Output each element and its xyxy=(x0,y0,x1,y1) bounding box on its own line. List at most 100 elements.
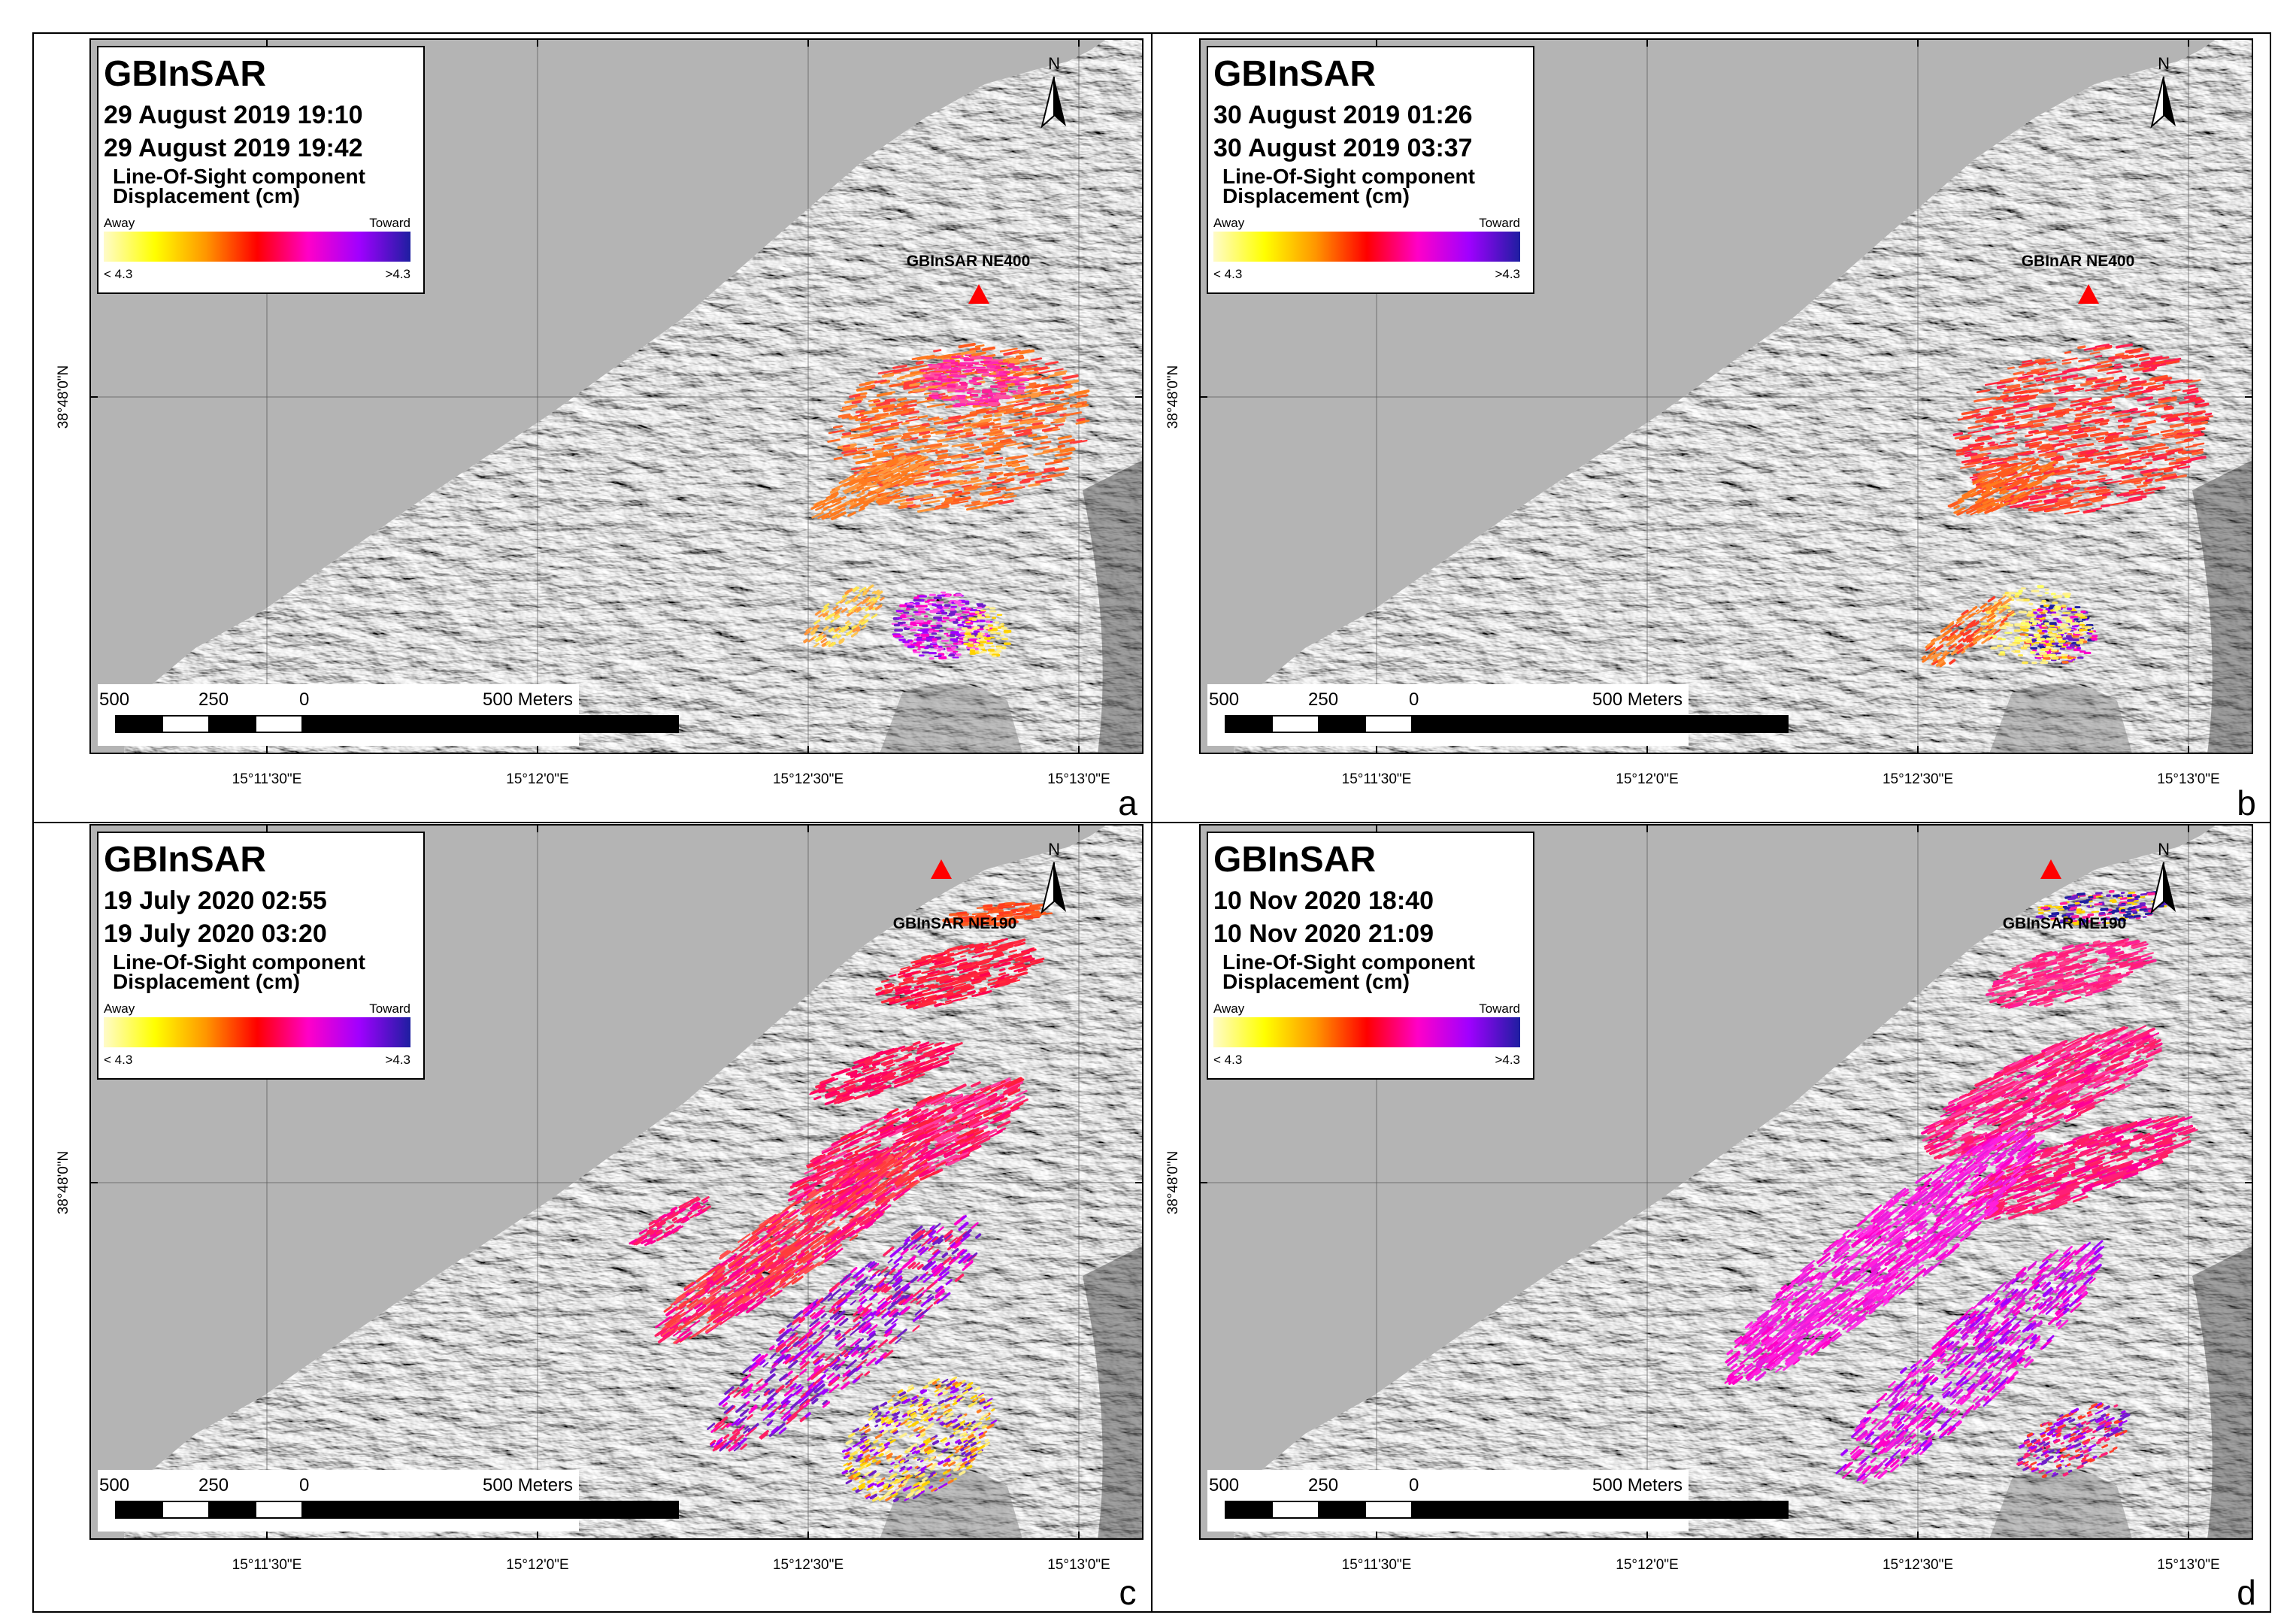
map-panel-a: 15°11'30"E 15°12'0"E 15°12'30"E 15°13'0"E 38… xyxy=(32,32,1153,823)
displacement-cluster xyxy=(942,901,1053,927)
legend-toward-label: Toward xyxy=(1479,1001,1520,1016)
land-hillshade xyxy=(124,825,1143,1539)
station-label: GBInAR NE400 xyxy=(2022,253,2135,270)
scale-label: 250 xyxy=(198,1475,229,1495)
scale-label: 250 xyxy=(1308,689,1338,710)
displacement-cluster xyxy=(1947,457,2056,516)
displacement-cluster xyxy=(1921,1025,2163,1160)
panel-letter: c xyxy=(1119,1573,1137,1612)
displacement-points xyxy=(1921,343,2213,668)
scale-label: 500 Meters xyxy=(1592,689,1683,710)
station-label: GBInSAR NE190 xyxy=(893,915,1017,932)
x-tick-label: 15°12'0"E xyxy=(1616,1557,1678,1573)
legend-toward-label: Toward xyxy=(369,1001,410,1016)
scale-label: 250 xyxy=(198,689,229,710)
north-arrow-icon: N xyxy=(1040,54,1066,129)
displacement-cluster xyxy=(707,1215,982,1452)
x-tick-label: 15°11'30"E xyxy=(1342,1557,1412,1573)
scale-label: 0 xyxy=(299,1475,309,1495)
displacement-cluster xyxy=(1724,1129,2045,1386)
color-ramp xyxy=(104,232,410,262)
land-hillshade xyxy=(1234,39,2252,753)
legend-away-label: Away xyxy=(1213,216,1245,230)
displacement-cluster xyxy=(810,454,934,521)
x-tick-label: 15°12'30"E xyxy=(773,1557,844,1573)
legend-away-label: Away xyxy=(104,216,135,230)
gbinsar-station-icon xyxy=(2078,284,2099,304)
legend-away-label: Away xyxy=(104,1001,135,1016)
gbinsar-station-icon xyxy=(968,284,989,304)
scale-bar: 500 250 0 500 Meters xyxy=(1207,1470,1789,1532)
displacement-cluster xyxy=(1985,938,2157,1009)
crater-shadow xyxy=(1989,683,2132,753)
north-label: N xyxy=(1048,840,1060,859)
displacement-cluster xyxy=(961,606,1012,658)
y-tick-label: 38°48'0"N xyxy=(1165,365,1181,429)
color-ramp xyxy=(1213,232,1520,262)
map-area: 15°11'30"E 15°12'0"E 15°12'30"E 15°13'0"E 38… xyxy=(56,38,1143,787)
legend-away-label: Away xyxy=(1213,1001,1245,1016)
x-tick-label: 15°11'30"E xyxy=(1342,771,1412,787)
y-tick-label: 38°48'0"N xyxy=(56,1151,71,1215)
legend-min-label: < 4.3 xyxy=(1213,1053,1242,1067)
legend-min-label: < 4.3 xyxy=(104,1053,132,1067)
x-tick-label: 15°13'0"E xyxy=(2157,1557,2219,1573)
scale-label: 0 xyxy=(1409,689,1419,710)
north-label: N xyxy=(2158,840,2170,859)
gbinsar-station-icon xyxy=(2040,859,2061,879)
scale-label: 500 xyxy=(1209,1475,1239,1495)
ridge-shadow xyxy=(2192,1246,2252,1539)
legend-max-label: >4.3 xyxy=(1495,267,1520,281)
x-tick-label: 15°12'0"E xyxy=(506,1557,568,1573)
legend-title: GBInSAR xyxy=(104,840,266,880)
station-label: GBInSAR NE400 xyxy=(907,253,1031,270)
displacement-cluster xyxy=(875,938,1045,1010)
scale-label: 500 xyxy=(1209,689,1239,710)
scale-label: 500 Meters xyxy=(483,1475,573,1495)
scale-label: 500 Meters xyxy=(483,689,573,710)
y-tick-label: 38°48'0"N xyxy=(56,365,71,429)
displacement-cluster xyxy=(841,1376,998,1503)
scale-bar: 500 250 0 500 Meters xyxy=(98,1470,679,1532)
legend-date-start: 19 July 2020 02:55 xyxy=(104,886,327,915)
scale-label: 250 xyxy=(1308,1475,1338,1495)
x-tick-label: 15°13'0"E xyxy=(1047,771,1110,787)
crater-shadow xyxy=(880,683,1022,753)
scale-label: 0 xyxy=(1409,1475,1419,1495)
panel-letter: b xyxy=(2237,783,2256,823)
legend-component: Line-Of-Sight component xyxy=(113,165,365,188)
displacement-cluster xyxy=(1980,585,2093,665)
x-tick-label: 15°13'0"E xyxy=(1047,1557,1110,1573)
legend-max-label: >4.3 xyxy=(385,267,410,281)
legend-box: GBInSAR 19 July 2020 02:55 19 July 2020 03… xyxy=(97,832,425,1080)
legend-units: Displacement (cm) xyxy=(113,970,300,993)
color-ramp xyxy=(104,1017,410,1047)
station-label: GBInSAR NE190 xyxy=(2003,915,2127,932)
panel-letter: a xyxy=(1118,783,1137,823)
scale-label: 500 xyxy=(99,689,129,710)
scale-bar: 500 250 0 500 Meters xyxy=(1207,684,1789,746)
legend-date-end: 30 August 2019 03:37 xyxy=(1213,134,1473,162)
map-panel-c: 15°11'30"E 15°12'0"E 15°12'30"E 15°13'0"E 38… xyxy=(32,822,1153,1613)
legend-box: GBInSAR 10 Nov 2020 18:40 10 Nov 2020 21:0… xyxy=(1207,832,1534,1080)
displacement-cluster xyxy=(1921,595,2015,668)
legend-date-end: 19 July 2020 03:20 xyxy=(104,920,327,948)
map-panel-b: 15°11'30"E 15°12'0"E 15°12'30"E 15°13'0"E 38… xyxy=(1151,32,2271,823)
legend-title: GBInSAR xyxy=(1213,54,1376,94)
legend-box: GBInSAR 29 August 2019 19:10 29 August 201… xyxy=(97,46,425,294)
legend-min-label: < 4.3 xyxy=(1213,267,1242,281)
x-tick-label: 15°11'30"E xyxy=(232,1557,302,1573)
x-tick-label: 15°13'0"E xyxy=(2157,771,2219,787)
map-area: 15°11'30"E 15°12'0"E 15°12'30"E 15°13'0"E 38… xyxy=(1165,38,2253,787)
displacement-cluster xyxy=(1835,1240,2105,1485)
north-arrow-icon: N xyxy=(2150,54,2176,129)
north-label: N xyxy=(2158,54,2170,73)
scale-bar: 500 250 0 500 Meters xyxy=(98,684,679,746)
scale-label: 500 Meters xyxy=(1592,1475,1683,1495)
displacement-points xyxy=(803,342,1090,660)
legend-date-start: 10 Nov 2020 18:40 xyxy=(1213,886,1434,915)
scale-label: 500 xyxy=(99,1475,129,1495)
x-tick-label: 15°12'30"E xyxy=(1883,771,1953,787)
panel-letter: d xyxy=(2237,1573,2256,1612)
